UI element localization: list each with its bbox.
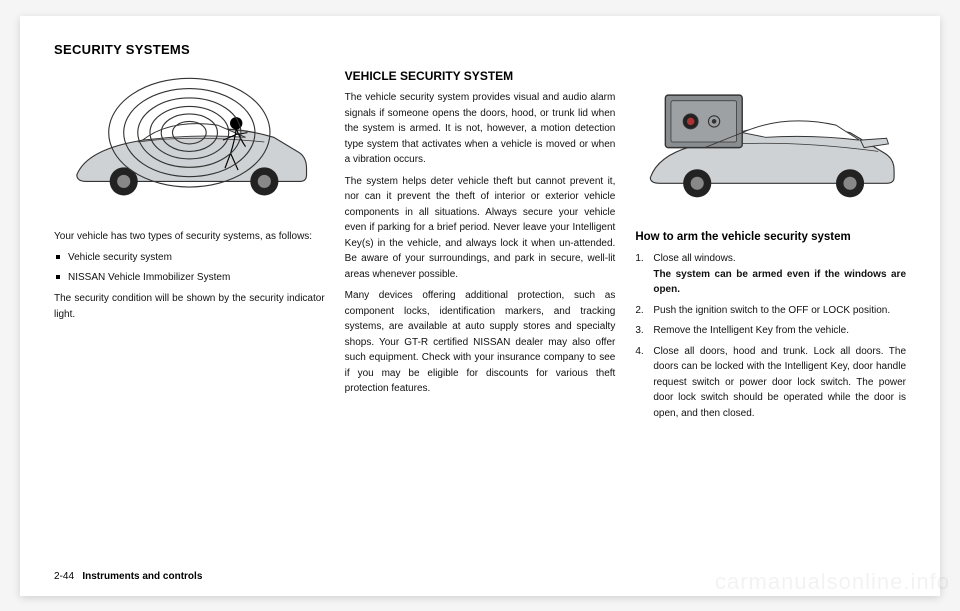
step-item: Push the ignition switch to the OFF or L… [635, 303, 906, 319]
column-3: How to arm the vehicle security system C… [635, 67, 906, 578]
col2-p1: The vehicle security system provides vis… [345, 90, 616, 168]
figure-trunk-button [635, 67, 906, 217]
column-container: Your vehicle has two types of security s… [54, 67, 906, 578]
col2-heading: VEHICLE SECURITY SYSTEM [345, 67, 616, 86]
step-item: Close all doors, hood and trunk. Lock al… [635, 344, 906, 422]
arming-steps: Close all windows. The system can be arm… [635, 251, 906, 421]
section-name: Instruments and controls [82, 571, 202, 582]
column-2: VEHICLE SECURITY SYSTEM The vehicle secu… [345, 67, 616, 578]
page-footer: 2-44 Instruments and controls [54, 571, 202, 582]
col3-heading: How to arm the vehicle security system [635, 229, 906, 247]
step-item: Close all windows. The system can be arm… [635, 251, 906, 298]
list-item: Vehicle security system [54, 250, 325, 266]
step-note: The system can be armed even if the wind… [653, 269, 906, 296]
step-item: Remove the Intelligent Key from the vehi… [635, 323, 906, 339]
car-trunk-illustration [635, 67, 906, 217]
figure-alarm-waves [54, 67, 325, 217]
col1-intro: Your vehicle has two types of security s… [54, 229, 325, 245]
page-heading: SECURITY SYSTEMS [54, 42, 906, 57]
car-alarm-illustration [54, 67, 325, 217]
page-number: 2-44 [54, 571, 74, 582]
manual-page: SECURITY SYSTEMS [20, 16, 940, 596]
systems-list: Vehicle security system NISSAN Vehicle I… [54, 250, 325, 285]
col2-p2: The system helps deter vehicle theft but… [345, 174, 616, 283]
col1-p2: The security condition will be shown by … [54, 291, 325, 322]
step-text: Close all windows. [653, 253, 735, 264]
col2-p3: Many devices offering additional protect… [345, 288, 616, 397]
list-item: NISSAN Vehicle Immobilizer System [54, 270, 325, 286]
column-1: Your vehicle has two types of security s… [54, 67, 325, 578]
